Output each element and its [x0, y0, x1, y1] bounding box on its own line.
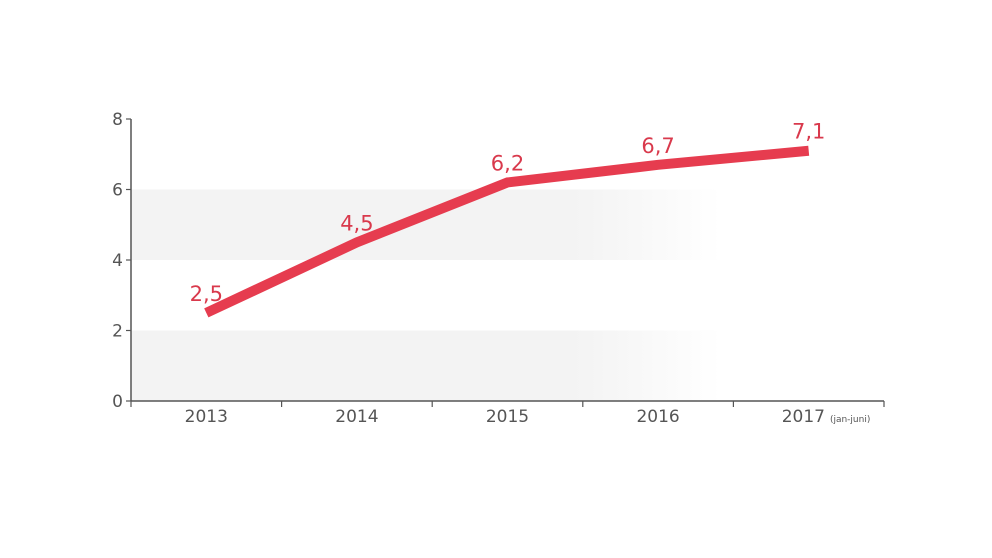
grid-band — [131, 330, 721, 401]
y-tick-label: 4 — [112, 251, 123, 271]
data-labels: 2,5 4,5 6,2 6,7 7,1 — [190, 120, 826, 306]
data-label: 6,7 — [641, 134, 674, 158]
series-line — [204, 145, 810, 318]
x-axis-ticks: 2013 2014 2015 2016 2017 (jan-juni) — [130, 401, 885, 427]
x-tick-label: 2013 — [185, 407, 228, 427]
data-label: 6,2 — [491, 151, 524, 175]
data-label: 2,5 — [190, 282, 223, 306]
x-tick-label: 2017 (jan-juni) — [782, 407, 871, 427]
x-tick-label: 2016 — [636, 407, 679, 427]
y-axis-ticks: 0 2 4 6 8 — [112, 110, 131, 412]
y-tick-label: 0 — [112, 392, 123, 412]
x-tick-label: 2015 — [486, 407, 529, 427]
grid-band — [131, 189, 721, 260]
x-tick-label: 2014 — [335, 407, 378, 427]
data-label: 7,1 — [792, 120, 825, 144]
grid-bands — [131, 189, 721, 401]
data-label: 4,5 — [340, 211, 373, 235]
y-tick-label: 8 — [112, 110, 123, 130]
y-tick-label: 2 — [112, 322, 123, 342]
y-tick-label: 6 — [112, 181, 123, 201]
